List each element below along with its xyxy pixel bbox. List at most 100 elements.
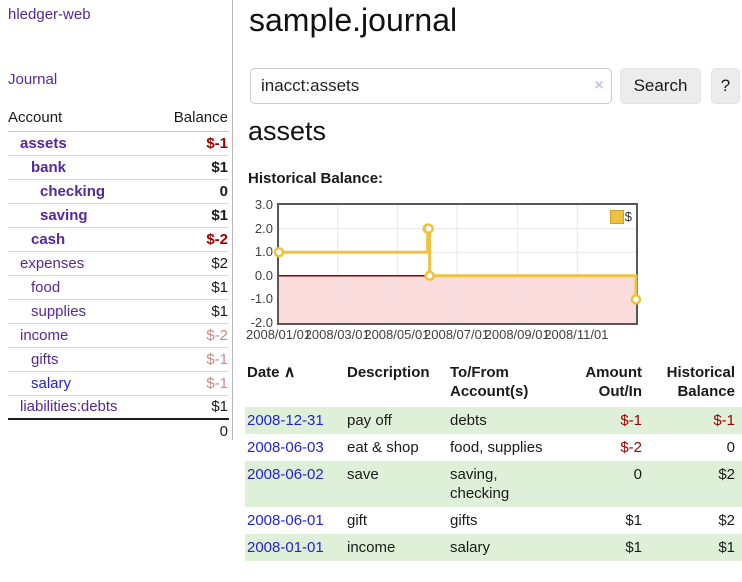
table-row: 2008-12-31 pay off debts $-1 $-1 <box>245 407 742 434</box>
register-header-balance-line2: Balance <box>677 383 735 400</box>
help-button[interactable]: ? <box>711 68 740 104</box>
y-axis-tick-label: -2.0 <box>250 315 273 330</box>
account-cell: income <box>8 323 155 348</box>
account-balance: $-1 <box>154 371 229 396</box>
account-balance: $1 <box>154 203 229 228</box>
accounts-header-balance: Balance <box>154 105 229 132</box>
accounts-table: Account Balance assets $-1 bank $1 checking 0… <box>8 105 229 443</box>
transaction-date-link[interactable]: 2008-01-01 <box>247 539 324 556</box>
register-header-date: Date ∧ <box>245 360 345 407</box>
account-link-gifts[interactable]: gifts <box>31 350 59 368</box>
account-cell: cash <box>8 227 155 252</box>
x-axis-tick-label: 2008/11/01 <box>544 327 609 342</box>
account-link-assets[interactable]: assets <box>20 134 67 152</box>
account-cell: checking <box>8 179 155 204</box>
account-link-saving[interactable]: saving <box>40 206 88 224</box>
register-accounts-cell: debts <box>450 412 487 429</box>
sort-ascending-icon: ∧ <box>283 364 296 381</box>
sidebar-item-journal[interactable]: Journal <box>8 71 58 88</box>
legend-swatch-icon <box>609 209 624 224</box>
y-axis-tick-label: 0.0 <box>254 267 273 283</box>
x-axis-tick-label: 2008/05/01 <box>364 327 430 342</box>
register-header-row: Date ∧ Description To/From Account(s) Am… <box>245 360 742 407</box>
register-date-cell: 2008-01-01 <box>245 534 345 561</box>
account-cell: salary <box>8 371 155 396</box>
account-balance: $1 <box>154 155 229 180</box>
account-balance: $2 <box>154 251 229 276</box>
register-amount-cell: $1 <box>625 539 642 556</box>
transaction-date-link[interactable]: 2008-06-02 <box>247 466 324 483</box>
account-link-salary[interactable]: salary <box>31 374 72 392</box>
register-header-accounts: To/From Account(s) <box>448 360 566 407</box>
account-link-income[interactable]: income <box>20 326 69 344</box>
account-link-expenses[interactable]: expenses <box>20 254 85 272</box>
table-row: 2008-06-03 eat & shop food, supplies $-2 0 <box>245 434 742 461</box>
register-date-cell: 2008-12-31 <box>245 407 345 434</box>
account-balance: $1 <box>154 395 229 420</box>
account-balance: $-2 <box>154 227 229 252</box>
account-row: expenses $2 <box>8 251 229 276</box>
account-row: gifts $-1 <box>8 347 229 372</box>
transaction-date-link[interactable]: 2008-06-01 <box>247 512 324 529</box>
account-link-checking[interactable]: checking <box>40 182 106 200</box>
legend-label: $ <box>624 209 632 224</box>
sidebar-accounts-body: assets $-1 bank $1 checking 0 saving $1 cash $-2 e… <box>8 131 229 443</box>
account-row: bank $1 <box>8 155 229 180</box>
y-axis-tick-label: -1.0 <box>250 291 273 307</box>
y-axis-tick-label: 2.0 <box>254 220 273 236</box>
register-description-cell: eat & shop <box>347 439 419 456</box>
chart-plot-area: $ <box>273 203 642 325</box>
transaction-date-link[interactable]: 2008-12-31 <box>247 412 324 429</box>
register-balance-cell: $2 <box>718 512 735 529</box>
account-balance: $-2 <box>154 323 229 348</box>
chart-canvas <box>273 205 642 323</box>
account-link-liabilities-debts[interactable]: liabilities:debts <box>20 398 118 416</box>
table-row: 2008-06-01 gift gifts $1 $2 <box>245 507 742 534</box>
accounts-header-account: Account <box>8 105 155 132</box>
search-input[interactable] <box>250 68 612 104</box>
search-button[interactable]: Search <box>620 68 701 104</box>
register-header-description: Description <box>347 364 430 381</box>
account-row: cash $-2 <box>8 227 229 252</box>
transaction-date-link[interactable]: 2008-06-03 <box>247 439 324 456</box>
table-row: 2008-01-01 income salary $1 $1 <box>245 534 742 561</box>
account-cell: bank <box>8 155 155 180</box>
account-link-bank[interactable]: bank <box>31 158 67 176</box>
y-axis-tick-label: 1.0 <box>254 244 273 260</box>
account-row: food $1 <box>8 275 229 300</box>
account-link-cash[interactable]: cash <box>31 230 66 248</box>
account-balance: $1 <box>154 275 229 300</box>
clear-search-icon[interactable]: × <box>594 77 604 94</box>
register-accounts-cell: gifts <box>450 512 478 529</box>
account-link-supplies[interactable]: supplies <box>31 302 87 320</box>
x-axis-tick-label: 2008/07/01 <box>424 327 490 342</box>
account-cell: expenses <box>8 251 155 276</box>
register-balance-cell: $2 <box>718 466 735 483</box>
register-header-amount-line2: Out/In <box>598 383 642 400</box>
app-brand-link[interactable]: hledger-web <box>8 6 91 23</box>
register-header-amount: Amount Out/In <box>566 360 642 407</box>
account-row: liabilities:debts $1 <box>8 395 229 420</box>
register-header-accounts-line1: To/From <box>450 364 509 381</box>
accounts-total-row: 0 <box>8 418 229 443</box>
register-balance-cell: $-1 <box>713 412 735 429</box>
historical-balance-chart: $ 3.0 2.0 1.0 0.0 -1.0 -2.0 2008/01/01 2008/03/… <box>240 197 742 346</box>
account-row: assets $-1 <box>8 131 229 156</box>
y-axis-tick-label: 3.0 <box>254 197 273 212</box>
page-title: sample.journal <box>249 2 458 38</box>
account-link-food[interactable]: food <box>31 278 61 296</box>
register-balance-cell: $1 <box>718 539 735 556</box>
table-row: 2008-06-02 save saving, checking 0 $2 <box>245 461 742 507</box>
accounts-total-spacer <box>8 418 155 443</box>
register-balance-cell: 0 <box>726 439 735 456</box>
chart-title: Historical Balance: <box>248 170 384 187</box>
register-table: Date ∧ Description To/From Account(s) Am… <box>245 360 742 561</box>
register-amount-cell: 0 <box>633 466 642 483</box>
account-cell: liabilities:debts <box>8 395 155 420</box>
register-header-date-label: Date <box>247 364 280 381</box>
register-amount-cell: $-2 <box>620 439 642 456</box>
x-axis-tick-label: 2008/03/01 <box>304 327 370 342</box>
register-accounts-cell: saving, checking <box>450 466 510 502</box>
account-row: saving $1 <box>8 203 229 228</box>
account-row: salary $-1 <box>8 371 229 396</box>
